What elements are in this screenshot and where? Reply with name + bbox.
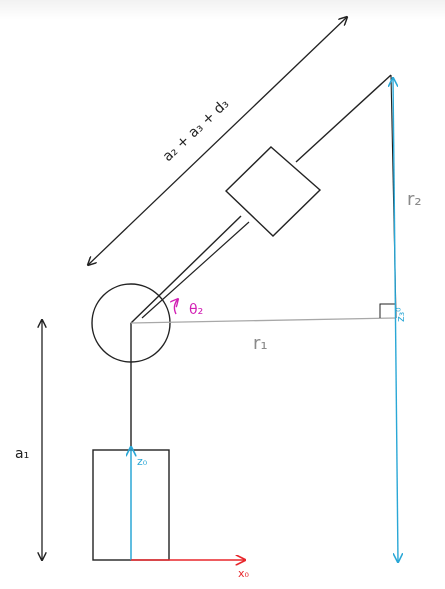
x0-label: x₀ (238, 567, 250, 580)
theta2-label: θ₂ (189, 302, 203, 318)
r2-label: r₂ (407, 189, 422, 210)
r1-line (130, 317, 397, 324)
z3-label: z₃⁰ (394, 307, 407, 322)
r1-label: r₁ (253, 333, 268, 354)
a1-label: a₁ (15, 446, 29, 462)
z3-axis-arrow (393, 78, 398, 562)
theta2-rotation-arrow (174, 299, 178, 315)
revolute-joint (91, 283, 171, 363)
arm-link-lower-a (130, 215, 242, 324)
top-shadow-band (0, 0, 445, 20)
link-length-dimension-arrow (88, 17, 347, 265)
arm-link-upper (295, 74, 392, 163)
z0-label: z₀ (137, 455, 148, 468)
prismatic-joint-box (224, 146, 322, 237)
link-length-label: a₂ + a₃ + d₃ (160, 96, 232, 165)
